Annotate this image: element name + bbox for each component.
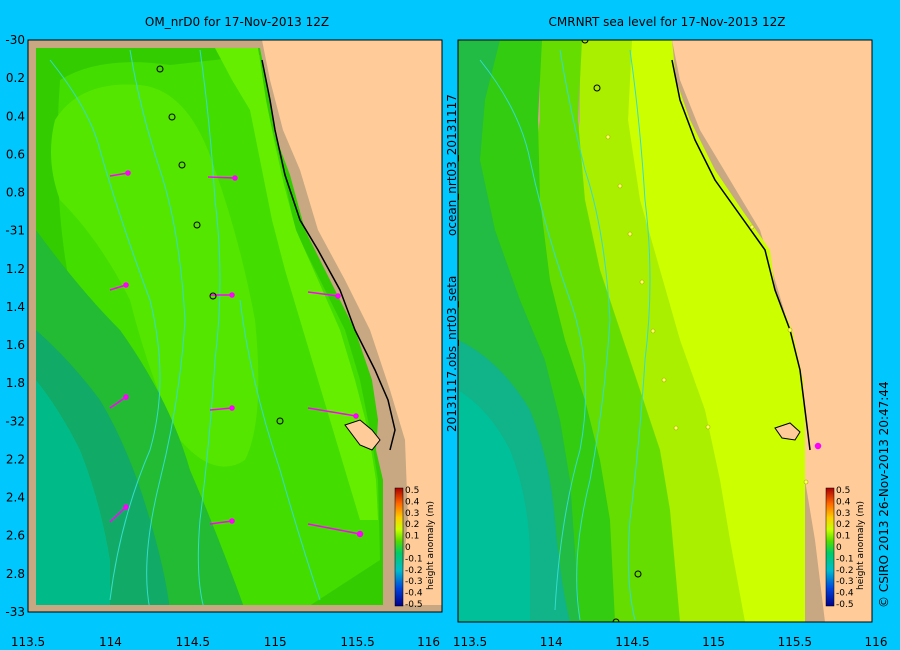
x-tick-label: 114.5: [176, 635, 210, 649]
colorbar-tick: 0.1: [836, 532, 850, 542]
right-map-frame: [457, 39, 873, 623]
observation-markers: [581, 40, 642, 622]
x-tick-label: 115: [702, 635, 725, 649]
left-map-frame: [27, 39, 443, 613]
y-tick-label: -33: [5, 605, 25, 619]
colorbar-tick: -0.5: [836, 600, 854, 610]
colorbar-tick: -0.3: [836, 577, 854, 587]
x-tick-label: 116: [865, 635, 888, 649]
x-tick-label: 116: [417, 635, 440, 649]
contour-band: [36, 380, 110, 610]
y-tick-label: 0.4: [6, 109, 25, 123]
y-tick-label: 1.2: [6, 262, 25, 276]
y-tick-label: 0.6: [6, 147, 25, 161]
island: [774, 422, 801, 441]
y-tick-label: 0.2: [6, 71, 25, 85]
y-tick-label: 2.6: [6, 529, 25, 543]
colorbar-tick: 0.2: [836, 520, 850, 530]
y-tick-label: 0.8: [6, 186, 25, 200]
satellite-track-points: [605, 134, 809, 485]
x-tick-label: 114: [540, 635, 563, 649]
copyright-text: © CSIRO 2013 26-Nov-2013 20:47:44: [877, 381, 891, 608]
colorbar-tick: -0.5: [405, 600, 423, 610]
left-map-title: OM_nrD0 for 17-Nov-2013 12Z: [144, 15, 330, 29]
bathymetry-lines: [479, 49, 651, 621]
x-tick-label: 115.5: [340, 635, 374, 649]
x-tick-label: 115: [264, 635, 287, 649]
y-tick-label: -32: [5, 414, 25, 428]
velocity-arrows: [814, 442, 822, 450]
observation-markers: [156, 65, 284, 425]
y-tick-label: 2.4: [6, 491, 25, 505]
y-tick-label: 1.8: [6, 376, 25, 390]
colorbar-tick: 0.3: [836, 509, 850, 519]
coastline: [261, 59, 396, 451]
bathymetry-lines: [49, 49, 321, 612]
colorbar-tick: -0.3: [405, 577, 423, 587]
colorbar-tick: 0: [836, 543, 842, 553]
x-tick-label: 113.5: [453, 635, 487, 649]
x-tick-label: 113.5: [11, 635, 45, 649]
colorbar-tick: -0.1: [405, 554, 423, 564]
colorbar-tick: 0.4: [405, 497, 420, 507]
x-tick-label: 115.5: [778, 635, 812, 649]
island: [344, 419, 381, 451]
y-tick-label: 1.4: [6, 300, 25, 314]
y-tick-label: 1.6: [6, 338, 25, 352]
colorbar-tick: 0: [405, 543, 411, 553]
contour-band: [215, 48, 378, 520]
colorbar-tick: 0.4: [836, 497, 851, 507]
contour-band: [458, 390, 530, 622]
colorbar-tick: 0.5: [836, 486, 850, 496]
y-tick-label: 2.8: [6, 567, 25, 581]
right-map-panel: [458, 40, 872, 622]
obs-file-label: 20131117.obs_nrt03_seta: [445, 276, 459, 432]
right-colorbar: 0.50.4 0.30.2 0.10-0.1 -0.2-0.3 -0.4-0.5 hei…: [825, 486, 866, 610]
contour-band: [628, 40, 805, 622]
colorbar-label: height anomaly (m): [426, 501, 436, 590]
y-tick-label: 2.2: [6, 452, 25, 466]
colorbar-label: height anomaly (m): [856, 501, 866, 590]
shelf-area: [28, 605, 442, 612]
left-map-panel: [28, 40, 442, 612]
left-colorbar: 0.50.4 0.30.2 0.10-0.1 -0.2-0.3 -0.4-0.5 hei…: [394, 486, 436, 610]
colorbar-tick: -0.1: [836, 554, 854, 564]
velocity-arrows: [109, 170, 364, 538]
colorbar-tick: -0.4: [836, 589, 854, 599]
colorbar-tick: -0.4: [405, 589, 423, 599]
coastline: [671, 59, 811, 451]
y-tick-label: -30: [5, 33, 25, 47]
contour-band: [533, 40, 680, 622]
x-tick-label: 114.5: [615, 635, 649, 649]
y-tick-label: -31: [5, 224, 25, 238]
x-tick-label: 114: [99, 635, 122, 649]
colorbar-tick: 0.1: [405, 532, 419, 542]
colorbar-tick: 0.2: [405, 520, 419, 530]
colorbar-tick: -0.2: [836, 566, 854, 576]
right-map-title: CMRNRT sea level for 17-Nov-2013 12Z: [548, 15, 786, 29]
colorbar-tick: 0.3: [405, 509, 419, 519]
colorbar-tick: -0.2: [405, 566, 423, 576]
run-label: ocean_nrt03_20131117: [445, 94, 459, 236]
colorbar-tick: 0.5: [405, 486, 419, 496]
contour-band: [51, 84, 259, 467]
